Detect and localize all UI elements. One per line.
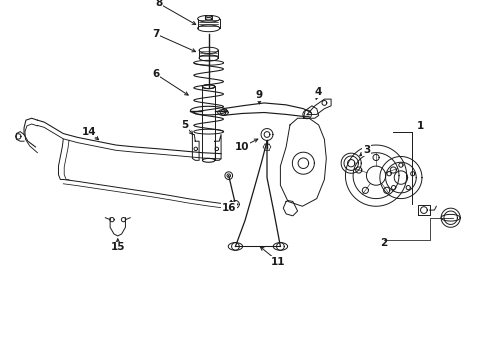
Text: 1: 1	[416, 121, 424, 131]
Text: 5: 5	[181, 120, 188, 130]
Text: 15: 15	[111, 242, 125, 252]
Text: 11: 11	[271, 257, 286, 267]
Text: 6: 6	[152, 69, 160, 79]
Text: 3: 3	[363, 145, 370, 155]
Text: 7: 7	[152, 29, 160, 39]
Text: 2: 2	[380, 238, 387, 248]
Text: 16: 16	[221, 203, 236, 213]
Text: 10: 10	[235, 142, 249, 152]
Text: 4: 4	[315, 87, 322, 98]
Text: 9: 9	[256, 90, 263, 100]
Text: 14: 14	[82, 127, 97, 137]
Polygon shape	[193, 135, 199, 160]
Text: 8: 8	[155, 0, 163, 8]
